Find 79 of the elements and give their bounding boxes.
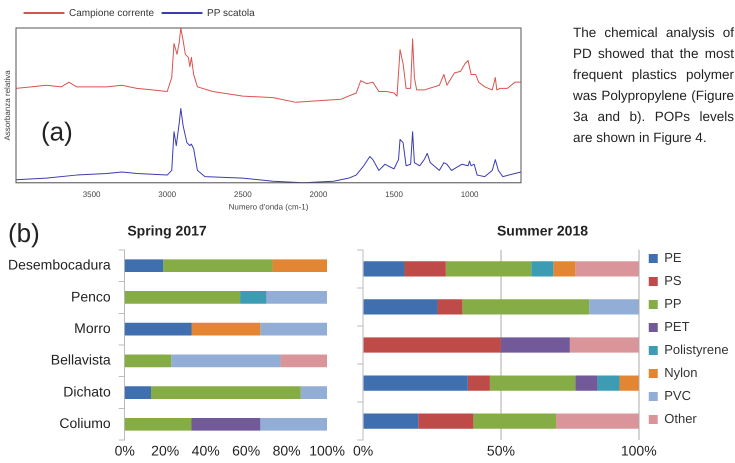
text: The chemical analysis of PD showed that the most frequent plastics polymer was Polypropylene (Figure 3a and b). POPs levels are shown in Figure 4. — [573, 24, 734, 147]
bar — [272, 259, 328, 272]
x-tick-label: 2000 — [309, 190, 328, 199]
bar — [260, 322, 328, 336]
bar — [124, 354, 172, 368]
legend-label: PET — [664, 319, 690, 334]
x-tick-label: 20% — [151, 442, 180, 458]
bar — [468, 375, 490, 391]
x-tick-label: 40% — [192, 442, 220, 458]
bar — [438, 299, 462, 315]
legend-label: PP scatola — [207, 8, 256, 19]
x-tick-label: 1500 — [385, 190, 404, 199]
bar — [473, 414, 556, 429]
bar — [364, 337, 501, 353]
bar — [553, 261, 576, 276]
y-tick-label: Dichato — [63, 383, 111, 400]
bar — [490, 375, 576, 391]
bar — [266, 291, 328, 304]
x-tick-label: 50% — [486, 442, 515, 458]
chart-title: Spring 2017 — [127, 222, 207, 238]
legend-label: PE — [664, 250, 682, 266]
bar — [240, 291, 266, 304]
y-tick-label: Morro — [74, 320, 111, 336]
legend-label: PS — [664, 273, 682, 288]
x-tick-label: 1000 — [460, 190, 480, 199]
bar — [531, 261, 554, 276]
bar — [300, 386, 328, 399]
legend-label: PP — [664, 296, 682, 312]
x-tick-label: 60% — [232, 442, 260, 458]
legend-label: PVC — [664, 388, 691, 404]
legend-label: Nylon — [664, 365, 698, 380]
bar — [418, 414, 474, 429]
x-tick-label: 0% — [353, 442, 374, 458]
legend-label: Polistyrene — [664, 342, 729, 358]
x-tick-label: 3000 — [158, 190, 177, 199]
y-tick-label: Coliumo — [59, 415, 111, 432]
bar — [192, 418, 260, 431]
bar — [597, 375, 620, 391]
bar — [446, 261, 532, 276]
bar — [556, 414, 639, 429]
y-axis-title: Assorbanza relativa — [3, 70, 12, 141]
legend-label: Campione corrente — [69, 8, 154, 19]
bar — [404, 261, 446, 276]
x-tick-label: 100% — [620, 442, 657, 458]
y-tick-label: Desembocadura — [8, 256, 111, 273]
x-tick-label: 80% — [272, 442, 301, 458]
bar — [124, 386, 152, 399]
bar — [260, 418, 328, 431]
bar — [192, 322, 260, 336]
bar — [462, 299, 590, 315]
bar — [500, 337, 570, 353]
chart-title: Summer 2018 — [496, 222, 588, 238]
x-tick-label: 3500 — [82, 190, 102, 199]
x-tick-label: 2500 — [234, 190, 252, 199]
bar — [124, 259, 164, 272]
bar — [364, 261, 404, 276]
bar — [619, 375, 639, 391]
bar — [575, 261, 639, 276]
legend-label: Other — [664, 411, 698, 426]
x-axis-title: Numero d'onda (cm-1) — [228, 202, 309, 212]
text: (b) — [8, 218, 40, 248]
bar — [364, 375, 468, 391]
bar — [364, 299, 438, 315]
x-tick-label: 100% — [309, 442, 346, 458]
bar — [151, 386, 301, 399]
bar — [124, 291, 240, 304]
bar — [589, 299, 639, 315]
bar — [280, 354, 328, 368]
x-tick-label: 0% — [114, 442, 135, 458]
bar — [364, 414, 418, 429]
bar — [570, 337, 639, 353]
bar — [124, 418, 192, 431]
y-tick-label: Bellavista — [50, 352, 111, 368]
annotation: (a) — [41, 116, 73, 146]
bar — [171, 354, 281, 368]
bar — [163, 259, 272, 272]
y-tick-label: Penco — [71, 288, 111, 304]
bar — [575, 375, 598, 391]
bar — [124, 322, 192, 336]
